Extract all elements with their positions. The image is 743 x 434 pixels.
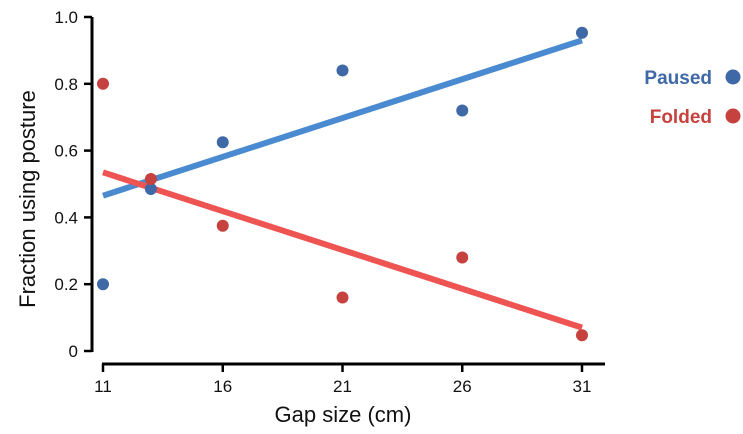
- x-tick-label: 31: [573, 377, 592, 396]
- x-tick-label: 11: [94, 377, 112, 396]
- legend: Paused Folded: [644, 68, 741, 128]
- y-tick-label: 1.0: [54, 8, 78, 27]
- data-point-paused: [144, 183, 157, 196]
- data-point-paused: [456, 104, 469, 117]
- trend-line-paused: [102, 37, 583, 199]
- data-point-folded: [576, 329, 588, 342]
- data-point-folded: [336, 291, 349, 304]
- legend-marker-paused: [725, 69, 741, 85]
- axes: 0 0.2 0.4 0.6 0.8 1.0 11 16 21 26 31: [54, 8, 605, 396]
- legend-marker-folded: [725, 108, 741, 124]
- x-tick-label: 16: [213, 377, 232, 396]
- data-point-paused: [216, 136, 229, 149]
- legend-label-folded: Folded: [650, 107, 712, 128]
- x-axis-title: Gap size (cm): [275, 402, 412, 427]
- x-tick-label: 26: [453, 377, 472, 396]
- y-tick-label: 0.4: [54, 208, 78, 227]
- data-point-paused: [336, 64, 349, 77]
- y-tick-label: 0.6: [54, 142, 78, 161]
- y-tick-label: 0: [69, 342, 78, 361]
- data-point-folded: [216, 219, 229, 232]
- data-point-paused: [576, 26, 588, 39]
- y-axis-title: Fraction using posture: [15, 90, 40, 308]
- data-point-paused: [97, 278, 109, 291]
- data-point-folded: [456, 251, 469, 264]
- data-point-folded: [144, 172, 157, 185]
- data-point-folded: [97, 77, 109, 90]
- plot-marks: [97, 26, 588, 342]
- y-tick-label: 0.8: [54, 75, 78, 94]
- trend-line-folded: [102, 169, 583, 331]
- y-tick-label: 0.2: [54, 275, 78, 294]
- legend-label-paused: Paused: [644, 68, 712, 89]
- x-tick-label: 21: [333, 377, 352, 396]
